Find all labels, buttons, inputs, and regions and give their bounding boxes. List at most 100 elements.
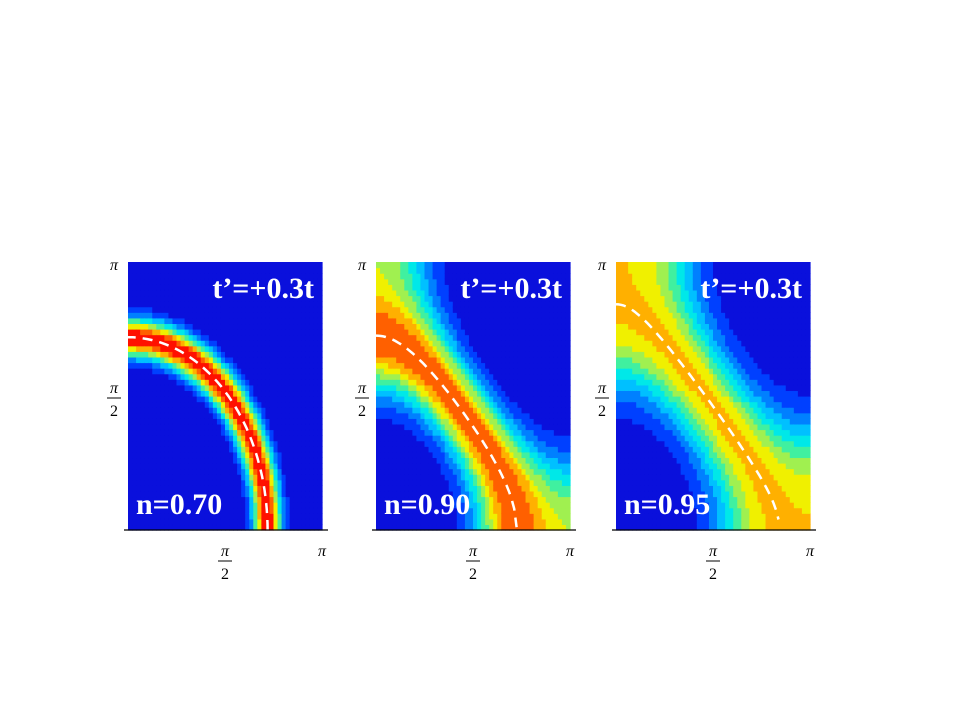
heatmap-cell: [412, 429, 418, 436]
heatmap-cell: [160, 446, 165, 453]
heatmap-cell: [537, 284, 543, 291]
heatmap-cell: [388, 440, 393, 447]
heatmap-cell: [412, 379, 418, 386]
heatmap-cell: [481, 446, 486, 453]
heatmap-cell: [289, 457, 295, 464]
heatmap-cell: [468, 379, 474, 386]
heatmap-cell: [317, 423, 323, 431]
heatmap-cell: [212, 356, 218, 364]
heatmap-cell: [616, 390, 621, 397]
heatmap-cell: [460, 317, 466, 325]
heatmap-cell: [200, 295, 206, 302]
heatmap-cell: [513, 490, 519, 498]
heatmap-cell: [285, 262, 291, 269]
heatmap-cell: [285, 524, 291, 531]
heatmap-cell: [485, 379, 490, 386]
heatmap-cell: [172, 323, 178, 330]
heatmap-cell: [212, 334, 218, 341]
heatmap-cell: [448, 518, 454, 526]
heatmap-cell: [481, 384, 486, 392]
heatmap-cell: [176, 423, 182, 431]
heatmap-cell: [180, 278, 186, 285]
heatmap-cell: [632, 412, 637, 419]
heatmap-cell: [216, 306, 222, 313]
heatmap-cell: [313, 334, 319, 341]
heatmap-cell: [297, 435, 303, 442]
heatmap-cell: [541, 306, 547, 313]
heatmap-cell: [493, 479, 498, 486]
heatmap-cell: [172, 373, 178, 380]
heatmap-cell: [188, 485, 194, 492]
heatmap-cell: [416, 295, 422, 302]
heatmap-cell: [208, 284, 214, 291]
heatmap-cell: [225, 479, 230, 486]
heatmap-cell: [497, 301, 502, 308]
heatmap-cell: [392, 457, 397, 464]
heatmap-cell: [253, 524, 258, 531]
heatmap-cell: [549, 356, 555, 364]
heatmap-cell: [229, 423, 234, 431]
heatmap-cell: [220, 524, 226, 531]
heatmap-cell: [448, 418, 454, 425]
heatmap-cell: [220, 457, 226, 464]
heatmap-cell: [168, 485, 174, 492]
heatmap-cell: [200, 412, 206, 419]
heatmap-cell: [412, 490, 418, 498]
heatmap-cell: [200, 490, 206, 498]
heatmap-cell: [144, 513, 149, 520]
heatmap-cell: [196, 345, 202, 352]
fermi-surface-line: [127, 335, 269, 531]
heatmap-cell: [565, 356, 571, 364]
heatmap-cell: [424, 463, 430, 470]
heatmap-cell: [525, 468, 531, 475]
heatmap-cell: [452, 295, 458, 302]
heatmap-cell: [305, 284, 311, 291]
heatmap-cell: [477, 524, 482, 531]
heatmap-cell: [212, 502, 218, 509]
heatmap-cell: [140, 396, 145, 403]
heatmap-cell: [168, 356, 174, 364]
heatmap-cell: [136, 262, 141, 269]
heatmap-cell: [289, 390, 295, 397]
heatmap-cell: [293, 278, 299, 285]
heatmap-cell: [180, 418, 186, 425]
heatmap-cell: [212, 273, 218, 280]
heatmap-cell: [301, 524, 307, 531]
heatmap-cell: [501, 295, 506, 302]
heatmap-cell: [285, 356, 291, 364]
heatmap-cell: [148, 451, 153, 459]
heatmap-cell: [545, 490, 551, 498]
heatmap-cell: [388, 435, 393, 442]
x-tick-label: π: [221, 543, 230, 560]
heatmap-cell: [501, 278, 506, 285]
heatmap-cell: [525, 446, 531, 453]
heatmap-cell: [545, 390, 551, 397]
heatmap-cell: [545, 345, 551, 352]
heatmap-cell: [160, 345, 165, 352]
heatmap-cell: [416, 368, 422, 375]
heatmap-cell: [241, 429, 246, 436]
heatmap-cell: [245, 345, 250, 352]
heatmap-cell: [281, 373, 287, 380]
heatmap-cell: [493, 329, 498, 336]
heatmap-cell: [408, 463, 413, 470]
heatmap-cell: [277, 312, 283, 319]
heatmap-cell: [253, 485, 258, 492]
heatmap-cell: [241, 379, 246, 386]
heatmap-cell: [313, 412, 319, 419]
heatmap-cell: [436, 468, 442, 475]
heatmap-cell: [624, 513, 629, 520]
heatmap-cell: [245, 267, 250, 274]
heatmap-cell: [305, 451, 311, 459]
heatmap-cell: [553, 440, 559, 447]
heatmap-cell: [196, 440, 202, 447]
heatmap-cell: [533, 289, 539, 297]
heatmap-cell: [285, 496, 291, 503]
heatmap-cell: [632, 351, 637, 358]
heatmap-cell: [216, 312, 222, 319]
heatmap-cell: [473, 379, 478, 386]
heatmap-cell: [456, 329, 462, 336]
heatmap-cell: [497, 390, 502, 397]
heatmap-cell: [428, 295, 434, 302]
heatmap-cell: [245, 323, 250, 330]
